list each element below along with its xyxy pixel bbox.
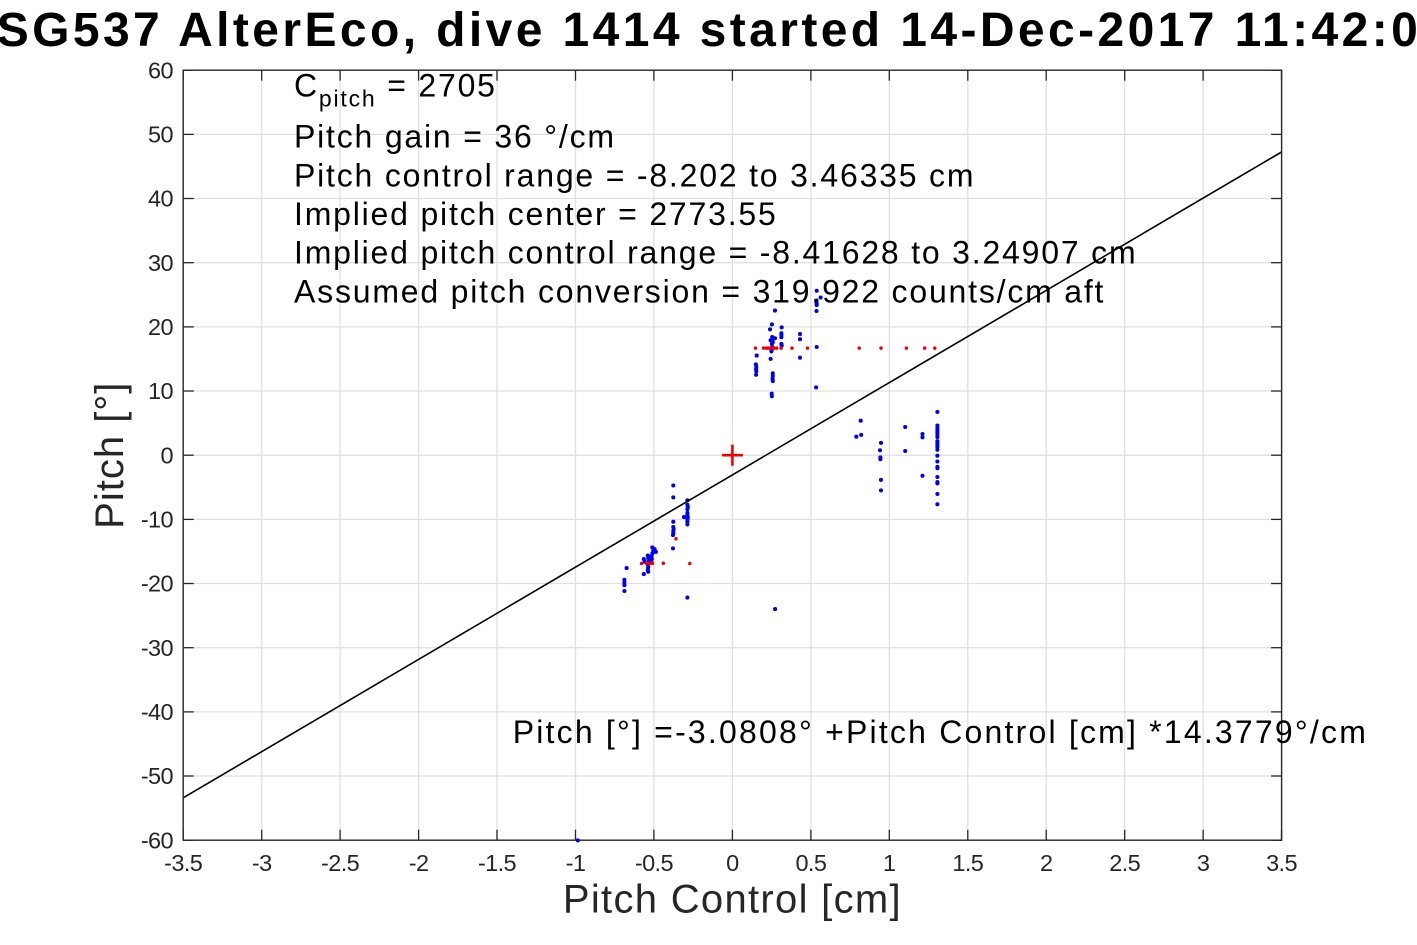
svg-text:Pitch gain = 36 °/cm: Pitch gain = 36 °/cm	[294, 119, 616, 155]
svg-text:-10: -10	[141, 507, 174, 533]
svg-text:0.5: 0.5	[795, 850, 826, 876]
svg-text:SG537 AlterEco, dive 1414 star: SG537 AlterEco, dive 1414 started 14-Dec…	[0, 4, 1417, 57]
svg-text:2: 2	[1040, 850, 1052, 876]
svg-text:30: 30	[148, 250, 173, 276]
svg-text:-2.5: -2.5	[321, 850, 360, 876]
svg-text:Implied pitch center = 2773.55: Implied pitch center = 2773.55	[294, 196, 778, 232]
svg-text:3: 3	[1197, 850, 1210, 876]
svg-text:Pitch [°] =-3.0808° +Pitch Con: Pitch [°] =-3.0808° +Pitch Control [cm] …	[513, 714, 1368, 750]
svg-text:-20: -20	[141, 571, 174, 597]
svg-text:-40: -40	[141, 699, 174, 725]
svg-text:20: 20	[148, 314, 173, 340]
svg-text:Pitch Control [cm]: Pitch Control [cm]	[563, 878, 902, 922]
svg-text:-1.5: -1.5	[478, 850, 517, 876]
svg-text:Assumed pitch conversion = 319: Assumed pitch conversion = 319.922 count…	[294, 273, 1105, 309]
svg-text:1: 1	[883, 850, 895, 876]
svg-text:-3: -3	[252, 850, 272, 876]
svg-text:50: 50	[148, 122, 173, 148]
svg-text:-30: -30	[141, 635, 174, 661]
svg-text:-60: -60	[141, 827, 174, 853]
svg-text:Implied pitch control range =: Implied pitch control range = -8.41628 t…	[294, 235, 1137, 271]
svg-text:Pitch control range = -8.202 t: Pitch control range = -8.202 to 3.46335 …	[294, 157, 975, 193]
svg-text:-2: -2	[409, 850, 429, 876]
svg-text:-1: -1	[566, 850, 586, 876]
svg-text:10: 10	[148, 378, 173, 404]
svg-text:-50: -50	[141, 763, 174, 789]
svg-text:1.5: 1.5	[952, 850, 983, 876]
svg-text:2.5: 2.5	[1109, 850, 1140, 876]
svg-text:0: 0	[161, 442, 174, 468]
svg-text:60: 60	[148, 57, 173, 83]
svg-text:0: 0	[726, 850, 739, 876]
svg-text:-0.5: -0.5	[635, 850, 674, 876]
svg-text:40: 40	[148, 186, 173, 212]
svg-text:Pitch [°]: Pitch [°]	[88, 382, 132, 529]
svg-text:3.5: 3.5	[1266, 850, 1297, 876]
svg-text:-3.5: -3.5	[164, 850, 203, 876]
